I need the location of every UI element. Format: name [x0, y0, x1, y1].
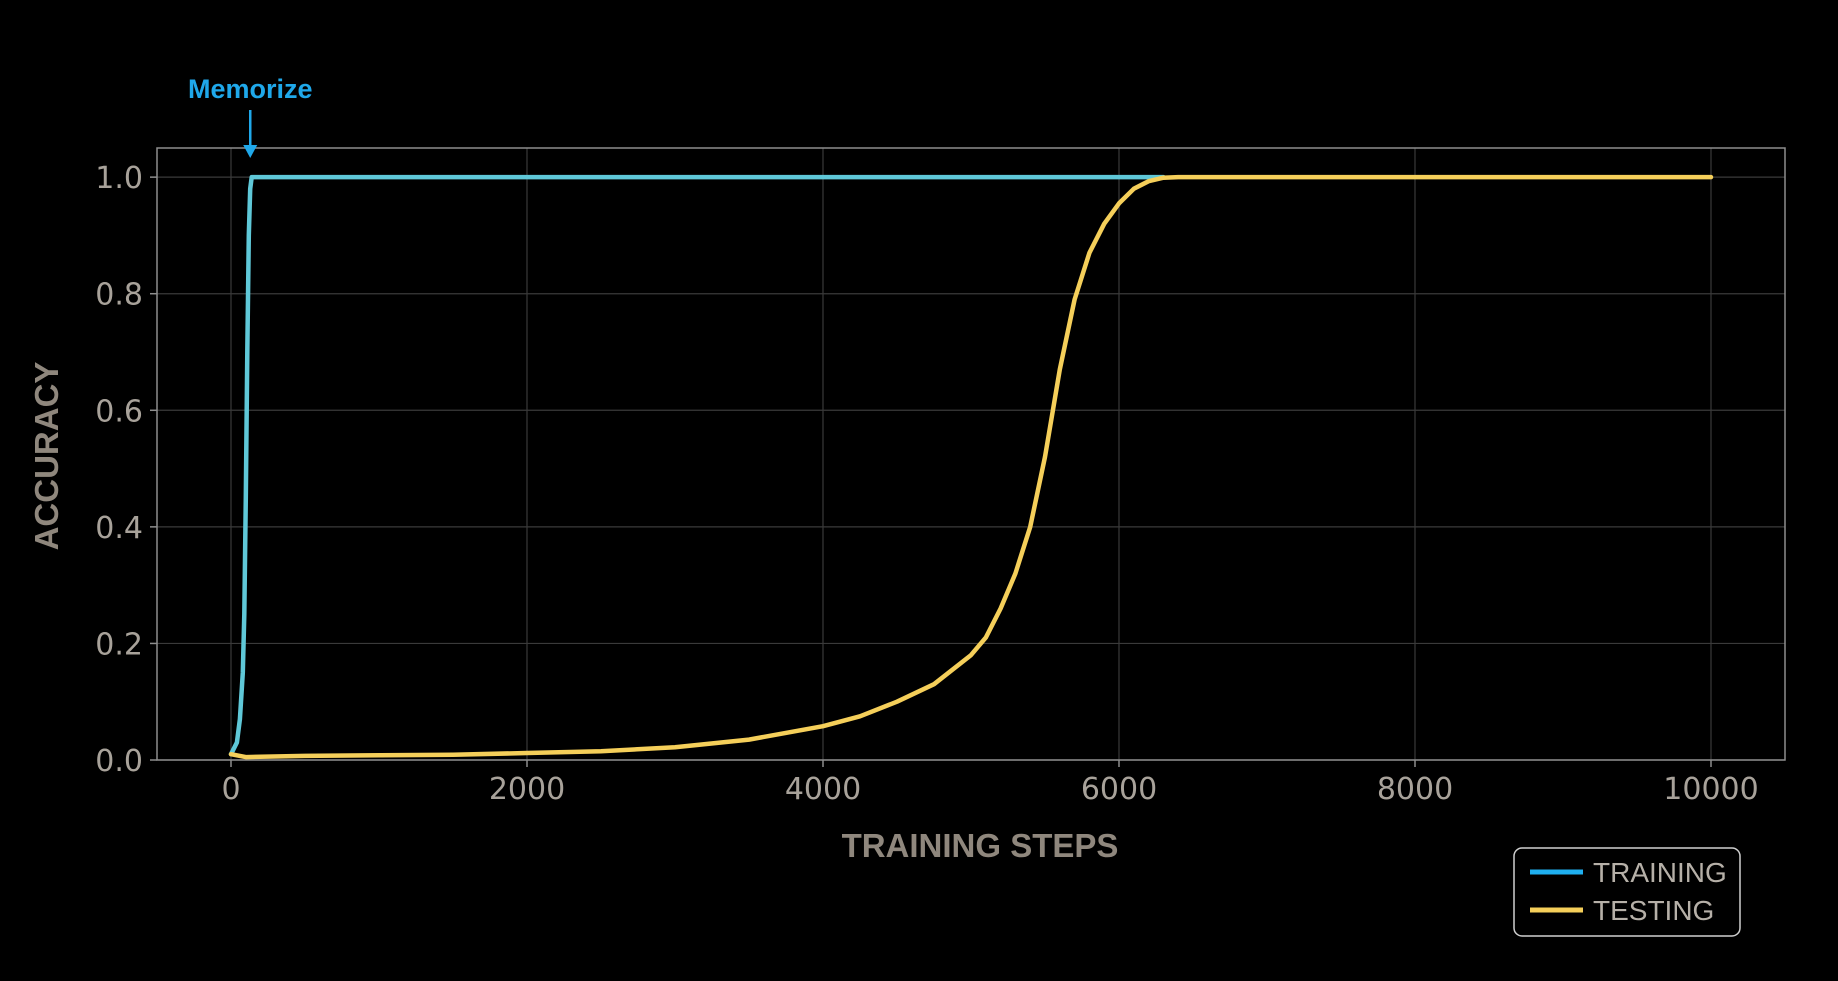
annotation-arrow-head — [243, 145, 258, 158]
y-tick-label: 0.8 — [95, 278, 143, 313]
series-line-testing — [228, 174, 1714, 760]
series-line-training — [228, 174, 1166, 757]
plot-frame — [156, 147, 1786, 761]
y-tick-label: 0.0 — [95, 744, 143, 779]
x-axis-title: TRAINING STEPS — [842, 827, 1119, 864]
x-tick-label: 2000 — [489, 772, 565, 807]
legend-label-training: TRAINING — [1593, 857, 1727, 888]
y-tick-label: 1.0 — [95, 161, 143, 196]
memorize-annotation: Memorize — [188, 74, 313, 158]
y-tick-label: 0.4 — [95, 511, 143, 546]
y-axis-title: ACCURACY — [28, 362, 65, 551]
tick-labels: 0 2000 4000 6000 8000 10000 0.0 0.2 0.4 0.6 0.8 1.0 — [95, 161, 1758, 807]
legend-label-testing: TESTING — [1593, 895, 1714, 926]
y-tick-label: 0.2 — [95, 627, 143, 662]
grid-lines — [157, 148, 1785, 761]
x-tick-label: 6000 — [1081, 772, 1157, 807]
annotation-label: Memorize — [188, 74, 313, 104]
y-tick-label: 0.6 — [95, 394, 143, 429]
series-lines — [228, 174, 1714, 760]
legend: TRAINING TESTING — [1513, 847, 1741, 937]
x-tick-label: 4000 — [785, 772, 861, 807]
x-tick-label: 10000 — [1663, 772, 1758, 807]
x-tick-label: 8000 — [1377, 772, 1453, 807]
legend-box — [1513, 847, 1741, 937]
x-tick-label: 0 — [221, 772, 240, 807]
